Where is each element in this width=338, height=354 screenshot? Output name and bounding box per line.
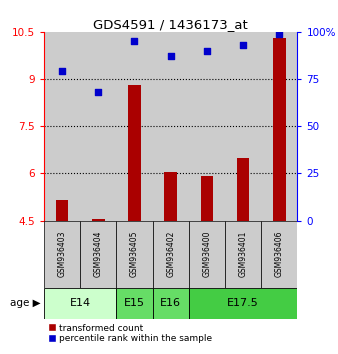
Text: E14: E14 bbox=[70, 298, 91, 308]
Bar bbox=[261, 221, 297, 287]
Bar bbox=[261, 32, 297, 221]
Bar bbox=[116, 32, 152, 221]
Point bbox=[276, 31, 282, 36]
Bar bbox=[116, 221, 152, 287]
Bar bbox=[128, 85, 141, 221]
Bar bbox=[152, 32, 189, 221]
Bar bbox=[273, 38, 286, 221]
Bar bbox=[44, 221, 80, 287]
Text: E15: E15 bbox=[124, 298, 145, 308]
Bar bbox=[44, 287, 116, 319]
Bar bbox=[44, 32, 80, 221]
Text: GSM936404: GSM936404 bbox=[94, 231, 103, 277]
Bar bbox=[152, 287, 189, 319]
Bar bbox=[92, 219, 104, 221]
Bar bbox=[80, 32, 116, 221]
Title: GDS4591 / 1436173_at: GDS4591 / 1436173_at bbox=[93, 18, 248, 31]
Bar bbox=[56, 200, 68, 221]
Point bbox=[96, 90, 101, 95]
Bar bbox=[237, 158, 249, 221]
Text: GSM936402: GSM936402 bbox=[166, 231, 175, 277]
Text: age ▶: age ▶ bbox=[10, 298, 41, 308]
Bar bbox=[200, 177, 213, 221]
Bar bbox=[189, 32, 225, 221]
Legend: transformed count, percentile rank within the sample: transformed count, percentile rank withi… bbox=[48, 324, 212, 343]
Bar bbox=[80, 221, 116, 287]
Text: E17.5: E17.5 bbox=[227, 298, 259, 308]
Text: GSM936406: GSM936406 bbox=[275, 231, 284, 277]
Bar bbox=[116, 287, 152, 319]
Point bbox=[59, 69, 65, 74]
Point bbox=[204, 48, 210, 53]
Point bbox=[168, 53, 173, 59]
Text: GSM936405: GSM936405 bbox=[130, 231, 139, 277]
Text: GSM936403: GSM936403 bbox=[57, 231, 67, 277]
Bar bbox=[152, 221, 189, 287]
Text: GSM936401: GSM936401 bbox=[239, 231, 248, 277]
Bar bbox=[225, 221, 261, 287]
Text: GSM936400: GSM936400 bbox=[202, 231, 211, 277]
Point bbox=[240, 42, 246, 48]
Point bbox=[132, 39, 137, 44]
Bar bbox=[164, 172, 177, 221]
Bar bbox=[189, 287, 297, 319]
Text: E16: E16 bbox=[160, 298, 181, 308]
Bar bbox=[189, 221, 225, 287]
Bar bbox=[225, 32, 261, 221]
